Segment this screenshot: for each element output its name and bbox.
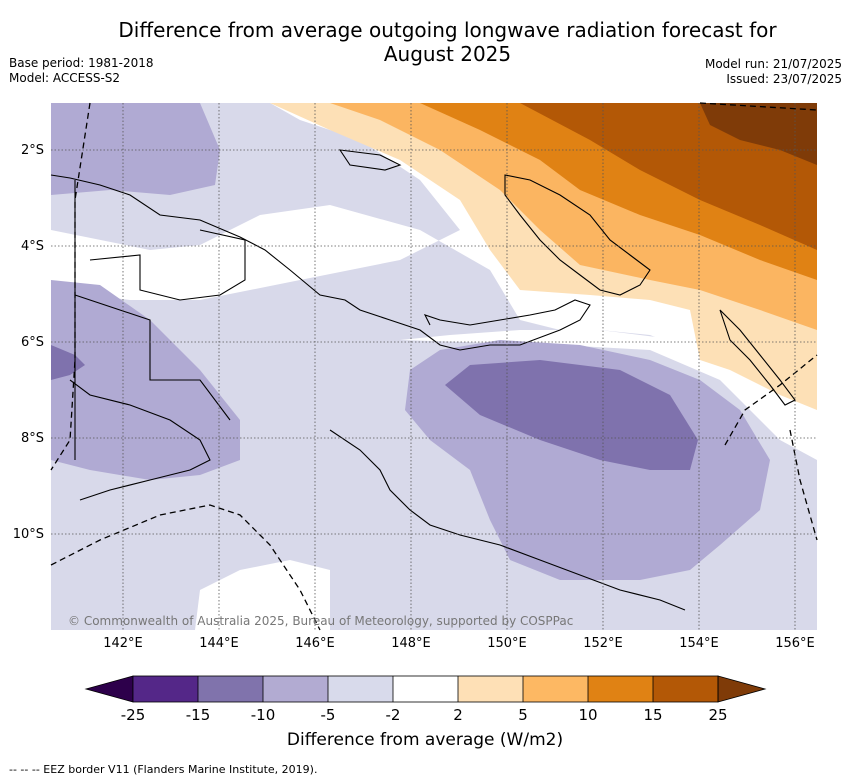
eez-borders: [50, 102, 818, 631]
model-run-text: Model run: 21/07/2025: [704, 57, 842, 71]
coastlines: [50, 149, 796, 611]
colorbar-tick-label: -10: [250, 706, 276, 724]
colorbar-under-arrow: [84, 675, 134, 703]
coastline-bougainville: [719, 309, 796, 406]
coastline-gulf: [69, 379, 211, 501]
lon-label-148: 148°E: [391, 636, 431, 651]
coastline-north-ng: [50, 174, 591, 351]
lat-label-10s: 10°S: [12, 527, 44, 542]
field-extreme: [700, 103, 817, 165]
colorbar-frame: [132, 675, 719, 703]
base-period-text: Base period: 1981-2018: [9, 56, 154, 70]
colorbar-swatch-2: [198, 676, 263, 702]
colorbar-tick-label: -25: [120, 706, 146, 724]
colorbar-tick-label: 2: [453, 706, 463, 724]
lon-label-150: 150°E: [487, 636, 527, 651]
model-text: Model: ACCESS-S2: [9, 71, 121, 85]
colorbar-swatch-3: [263, 676, 328, 702]
colorbar-title: Difference from average (W/m2): [286, 730, 564, 750]
lat-label-6s: 6°S: [20, 335, 44, 350]
colorbar-tick-label: 15: [643, 706, 663, 724]
colorbar-over-arrow: [717, 675, 767, 703]
colorbar-tick-label: -15: [185, 706, 211, 724]
lat-label-8s: 8°S: [20, 431, 44, 446]
anomaly-field: [51, 103, 817, 630]
border-provincial-2: [74, 294, 231, 421]
colorbar-swatch-7: [523, 676, 588, 702]
eez-east-2: [789, 429, 818, 541]
border-provincial: [89, 229, 246, 301]
meta-right: Model run: 21/07/2025 Issued: 23/07/2025: [705, 57, 842, 87]
colorbar-tick-label: -2: [385, 706, 401, 724]
lon-label-144: 144°E: [199, 636, 239, 651]
lon-label-154: 154°E: [679, 636, 719, 651]
title-line-1: Difference from average outgoing longwav…: [118, 18, 777, 42]
copyright-text: © Commonwealth of Australia 2025, Bureau…: [68, 614, 574, 628]
lon-label-142: 142°E: [103, 636, 143, 651]
colorbar-swatch-1: [133, 676, 198, 702]
colorbar-swatch-9: [653, 676, 718, 702]
colorbar-tick-label: 5: [518, 706, 528, 724]
colorbar-swatch-6: [458, 676, 523, 702]
colorbar-tick-label: 25: [708, 706, 728, 724]
map-title: Difference from average outgoing longwav…: [0, 18, 850, 66]
coastline-new-britain: [504, 174, 651, 296]
eez-west: [50, 102, 91, 471]
colorbar: [84, 675, 767, 703]
colorbar-tick-label: 10: [578, 706, 598, 724]
field-very-low-east: [445, 360, 698, 470]
colorbar-swatch-4: [328, 676, 393, 702]
colorbar-swatch-5: [393, 676, 458, 702]
lat-label-4s: 4°S: [20, 239, 44, 254]
issued-text: Issued: 23/07/2025: [726, 72, 842, 86]
field-neutral-south: [195, 560, 330, 630]
colorbar-swatch-8: [588, 676, 653, 702]
coastline-south-png: [329, 429, 686, 611]
meta-left: Base period: 1981-2018 Model: ACCESS-S2: [9, 56, 154, 86]
field-very-low-west: [51, 345, 85, 380]
title-line-2: August 2025: [383, 42, 512, 66]
field-low-nw: [51, 103, 220, 195]
lat-label-2s: 2°S: [20, 143, 44, 158]
field-low-west: [51, 280, 240, 480]
eez-east: [724, 354, 818, 446]
gridlines: [51, 103, 817, 630]
eez-south: [50, 504, 321, 631]
colorbar-tick-label: -5: [320, 706, 336, 724]
eez-footnote: -- -- -- EEZ border V11 (Flanders Marine…: [9, 763, 318, 776]
lon-label-152: 152°E: [583, 636, 623, 651]
lon-label-146: 146°E: [295, 636, 335, 651]
coastline-manus: [338, 149, 402, 171]
lon-label-156: 156°E: [775, 636, 815, 651]
